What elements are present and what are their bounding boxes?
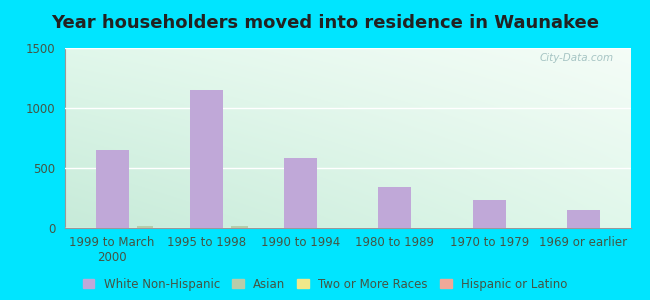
Text: Year householders moved into residence in Waunakee: Year householders moved into residence i… — [51, 14, 599, 32]
Bar — [284, 158, 317, 228]
Bar — [96, 150, 129, 228]
Legend: White Non-Hispanic, Asian, Two or More Races, Hispanic or Latino: White Non-Hispanic, Asian, Two or More R… — [79, 274, 571, 294]
Bar — [137, 226, 153, 228]
Bar — [190, 90, 223, 228]
Bar — [378, 187, 411, 228]
Bar — [567, 210, 600, 228]
Bar — [473, 200, 506, 228]
Bar — [231, 226, 248, 228]
Text: City-Data.com: City-Data.com — [540, 53, 614, 63]
